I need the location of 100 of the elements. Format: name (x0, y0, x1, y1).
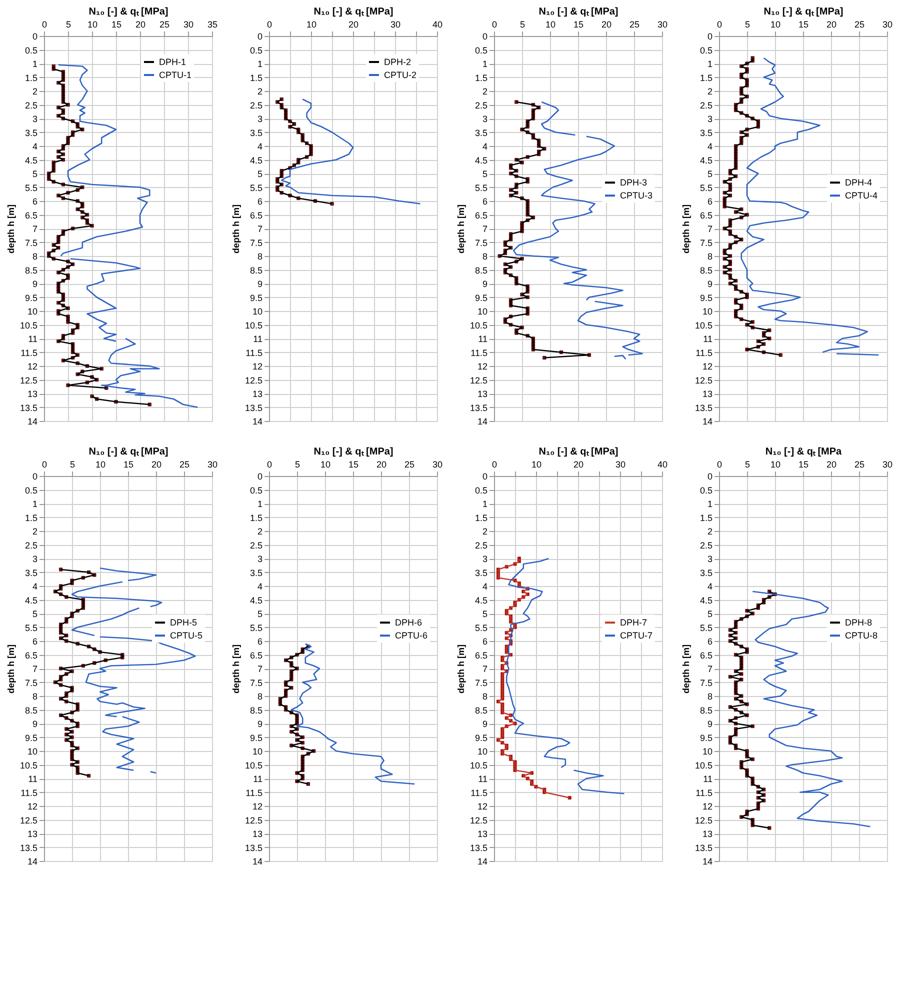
y-tick-label: 2.5 (24, 100, 38, 110)
y-tick-label: 7.5 (474, 238, 488, 248)
x-tick-label: 40 (657, 460, 668, 470)
y-tick-label: 13.5 (20, 842, 38, 853)
y-tick-label: 14 (702, 856, 712, 866)
y-tick-label: 10.5 (20, 320, 38, 330)
y-tick-label: 4.5 (474, 595, 488, 606)
y-tick-label: 10 (27, 306, 38, 316)
y-tick-label: 0 (707, 32, 712, 42)
y-tick-label: 7.5 (250, 238, 262, 248)
y-tick-label: 11.5 (246, 788, 262, 798)
x-tick-label: 0 (716, 460, 722, 470)
y-tick-label: 2 (257, 526, 262, 536)
y-axis-title: depth h [m] (456, 644, 466, 694)
y-tick-label: 13.5 (244, 402, 262, 413)
y-tick-label: 14 (477, 856, 488, 866)
y-tick-label: 6.5 (700, 210, 712, 220)
y-tick-label: 5 (257, 169, 262, 179)
x-tick-label: 10 (531, 460, 542, 470)
y-tick-label: 7 (257, 664, 262, 674)
legend-label: CPTU-4 (845, 190, 878, 201)
y-tick-label: 14 (27, 416, 38, 426)
y-tick-label: 9.5 (474, 732, 488, 743)
y-tick-label: 3 (707, 114, 712, 124)
y-tick-label: 6.5 (24, 650, 38, 660)
x-tick-label: 5 (744, 460, 750, 470)
y-tick-label: 7 (707, 224, 712, 234)
y-tick-label: 3.5 (474, 128, 488, 138)
legend-label: CPTU-5 (170, 630, 203, 641)
x-tick-label: 15 (123, 460, 134, 470)
x-tick-label: 20 (601, 20, 612, 30)
y-tick-label: 0 (32, 472, 38, 482)
x-tick-label: 10 (320, 460, 331, 470)
y-tick-label: 6.5 (474, 210, 488, 220)
y-tick-label: 13.5 (470, 842, 488, 853)
y-tick-label: 12 (27, 802, 38, 812)
y-tick-label: 8 (32, 252, 38, 262)
y-tick-label: 3 (257, 114, 262, 124)
legend-label: DPH-3 (620, 178, 648, 188)
x-tick-label: 10 (770, 460, 781, 470)
legend-label: DPH-2 (384, 57, 412, 67)
x-tick-label: 25 (179, 460, 190, 470)
y-tick-label: 8.5 (700, 265, 712, 276)
y-tick-label: 1 (32, 59, 38, 69)
x-tick-label: 10 (770, 20, 781, 30)
y-tick-label: 3.5 (250, 568, 262, 578)
y-tick-label: 8.5 (474, 265, 488, 276)
y-tick-label: 13.5 (20, 402, 38, 413)
x-tick-label: 25 (854, 20, 865, 30)
y-tick-label: 3.5 (24, 128, 38, 138)
y-tick-label: 0 (257, 32, 262, 42)
y-tick-label: 10 (252, 306, 262, 316)
y-tick-label: 0.5 (474, 485, 488, 496)
y-tick-label: 1 (707, 499, 712, 509)
legend-label: CPTU-2 (384, 70, 417, 80)
x-axis-title: N₁₀ [-] & qₜ [MPa] (538, 446, 618, 458)
y-tick-label: 9.5 (700, 732, 712, 743)
y-tick-label: 12 (702, 362, 712, 372)
x-axis-title: N₁₀ [-] & qₜ [MPa] (314, 6, 394, 18)
y-tick-label: 13 (702, 829, 712, 839)
x-tick-label: 25 (159, 20, 170, 30)
y-tick-label: 8 (32, 692, 38, 702)
x-tick-label: 5 (744, 20, 750, 30)
x-tick-label: 30 (657, 20, 668, 30)
y-tick-label: 3 (32, 114, 38, 124)
legend-label: CPTU-7 (620, 630, 653, 641)
legend-label: DPH-7 (620, 618, 648, 628)
x-axis-title: N₁₀ [-] & qₜ [MPa] (314, 446, 394, 458)
y-tick-label: 10.5 (694, 760, 712, 770)
y-tick-label: 11 (28, 774, 38, 784)
y-tick-label: 9.5 (700, 292, 712, 303)
y-tick-label: 2.5 (250, 540, 262, 550)
y-tick-label: 1.5 (250, 512, 262, 523)
y-axis-title: depth h [m] (6, 204, 16, 254)
y-tick-label: 7.5 (474, 678, 488, 688)
y-tick-label: 11 (253, 774, 262, 784)
y-tick-label: 2 (32, 86, 38, 96)
y-tick-label: 12.5 (694, 815, 712, 826)
y-tick-label: 5 (707, 609, 712, 619)
legend-label: DPH-4 (845, 178, 872, 188)
y-tick-label: 1.5 (24, 72, 38, 83)
y-tick-label: 0.5 (474, 45, 488, 56)
y-tick-label: 7 (32, 664, 38, 674)
y-tick-label: 3.5 (250, 128, 262, 138)
y-tick-label: 4 (707, 142, 712, 152)
y-tick-label: 6 (257, 636, 262, 646)
y-tick-label: 0.5 (700, 485, 712, 496)
y-tick-label: 4 (707, 582, 712, 592)
y-tick-label: 6 (707, 636, 712, 646)
y-tick-label: 11 (28, 334, 38, 344)
y-tick-label: 11.5 (470, 788, 488, 798)
y-tick-label: 1.5 (700, 512, 712, 523)
y-tick-label: 4.5 (700, 155, 712, 166)
y-tick-label: 12.5 (20, 815, 38, 826)
y-tick-label: 1.5 (250, 72, 262, 83)
y-tick-label: 4.5 (700, 595, 712, 606)
x-tick-label: 5 (70, 460, 76, 470)
y-tick-label: 13 (27, 389, 38, 399)
y-tick-label: 13 (252, 389, 262, 399)
legend-label: DPH-1 (159, 57, 186, 67)
